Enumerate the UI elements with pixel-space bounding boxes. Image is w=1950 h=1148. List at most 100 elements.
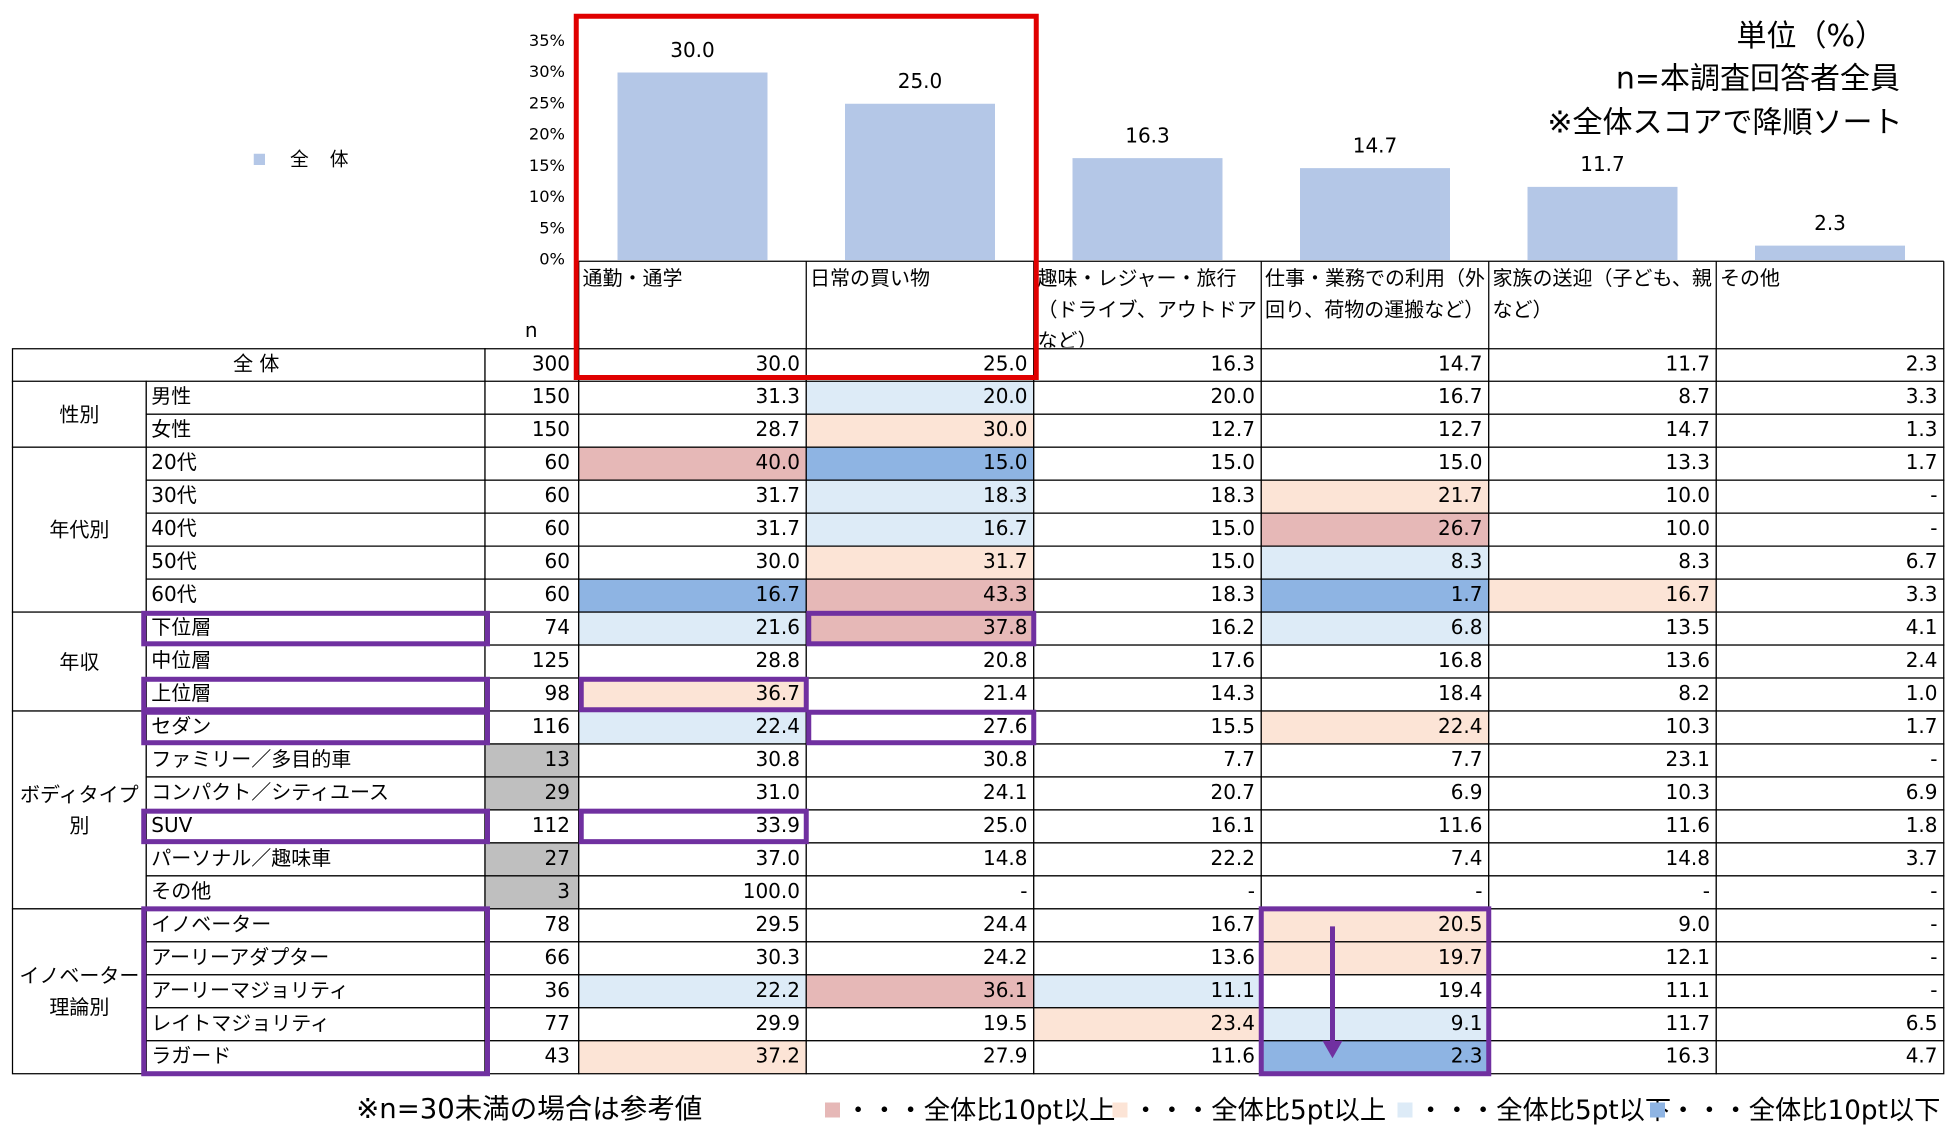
row-label: 50代 <box>151 549 196 573</box>
cell-bg <box>1033 644 1262 679</box>
cell-value: 11.7 <box>1665 1011 1710 1035</box>
n-value: 60 <box>545 516 570 540</box>
cell-value: 8.3 <box>1678 549 1710 573</box>
cell-value: 15.0 <box>1210 549 1255 573</box>
cell-bg <box>1488 348 1717 383</box>
y-tick-label: 15% <box>529 156 565 175</box>
cell-bg <box>1715 479 1945 514</box>
cell-bg <box>1260 611 1490 646</box>
cell-bg <box>578 479 807 514</box>
cell-value: 1.7 <box>1451 582 1483 606</box>
cell-bg <box>145 611 486 646</box>
cell-bg <box>578 1040 807 1075</box>
cell-value: 6.9 <box>1906 780 1938 804</box>
n-value: 3 <box>557 879 570 903</box>
cell-value: 43.3 <box>983 582 1028 606</box>
cell-value: 36.7 <box>755 681 800 705</box>
cell-value: 12.7 <box>1438 417 1483 441</box>
cell-value: 29.5 <box>755 912 800 936</box>
cell-value: 16.3 <box>1210 352 1255 376</box>
sort-note: ※全体スコアで降順ソート <box>1547 105 1902 140</box>
group-label: ボディタイプ別 <box>20 782 139 838</box>
cell-bg <box>145 578 486 613</box>
legend-label: ・・・全体比10pt以下 <box>1670 1096 1940 1126</box>
bar <box>845 103 995 260</box>
row-label: SUV <box>151 813 192 837</box>
cell-bg <box>1488 776 1717 811</box>
cell-bg <box>578 743 807 778</box>
cell-value: - <box>1475 879 1482 903</box>
row-label: 男性 <box>151 384 191 408</box>
n-value: 27 <box>545 846 570 870</box>
group-label-box: 性別 <box>59 402 100 427</box>
highlight-box <box>141 906 491 1077</box>
cell-bg <box>145 446 486 481</box>
highlight-box <box>578 808 809 845</box>
cell-bg <box>11 348 486 383</box>
cell-bg <box>805 512 1035 547</box>
cell-value: 28.7 <box>755 417 800 441</box>
cell-bg <box>1715 743 1945 778</box>
cell-bg <box>1033 776 1262 811</box>
y-tick-label: 0% <box>539 250 565 269</box>
cell-value: 36.1 <box>983 978 1028 1002</box>
cell-bg <box>1488 908 1717 943</box>
legend-swatch <box>825 1102 840 1118</box>
cell-value: 25.0 <box>983 813 1028 837</box>
group-label-box: イノベーター理論別 <box>19 964 139 1019</box>
highlight-box <box>141 808 491 845</box>
cell-bg <box>1033 545 1262 580</box>
cell-value: 18.3 <box>1210 483 1255 507</box>
cell-bg <box>805 578 1035 613</box>
cell-bg <box>578 446 807 481</box>
cell-bg <box>1033 875 1262 910</box>
cell-bg <box>484 677 580 712</box>
cell-bg <box>1260 545 1490 580</box>
bar <box>1072 158 1223 260</box>
cell-value: 30.0 <box>983 417 1028 441</box>
cell-bg <box>145 413 486 448</box>
cell-value: 11.7 <box>1665 352 1710 376</box>
cell-bg <box>1260 446 1490 481</box>
cell-value: 14.8 <box>1665 846 1710 870</box>
cell-value: 23.4 <box>1210 1011 1255 1035</box>
cell-bg <box>805 545 1035 580</box>
cell-value: 11.6 <box>1438 813 1483 837</box>
cell-value: 18.3 <box>983 483 1028 507</box>
cell-bg <box>805 875 1035 910</box>
cell-bg <box>1260 644 1490 679</box>
group-label-box: 年代別 <box>49 518 109 542</box>
cell-value: 26.7 <box>1438 516 1483 540</box>
cell-value: 25.0 <box>983 352 1028 376</box>
column-header: 日常の買い物 <box>810 266 931 290</box>
column-header-box: 仕事・業務での利用（外回り、荷物の運搬など） <box>1265 266 1485 321</box>
cell-value: 16.7 <box>983 516 1028 540</box>
cell-bg <box>1260 677 1490 712</box>
legend-label: 全 体 <box>290 149 356 171</box>
cell-bg <box>1715 644 1945 679</box>
cell-value: 18.4 <box>1438 681 1483 705</box>
cell-bg <box>484 578 580 613</box>
cell-value: 1.7 <box>1906 714 1938 738</box>
cell-value: 22.4 <box>755 714 800 738</box>
y-tick-label: 20% <box>529 125 565 144</box>
cell-value: - <box>1020 879 1027 903</box>
cell-bg <box>1715 413 1945 448</box>
value-label: 16.3 <box>1125 123 1170 147</box>
cell-bg <box>1260 1040 1490 1075</box>
cell-value: 100.0 <box>743 879 800 903</box>
group-label-box: ボディタイプ別 <box>20 782 139 838</box>
cell-bg <box>578 413 807 448</box>
cell-bg <box>1260 578 1490 613</box>
n-value: 60 <box>545 483 570 507</box>
cell-bg <box>145 710 486 745</box>
cell-value: 22.4 <box>1438 714 1483 738</box>
cell-value: 3.3 <box>1906 582 1938 606</box>
row-label: 60代 <box>151 582 196 606</box>
cell-bg <box>1715 710 1945 745</box>
cell-bg <box>145 743 486 778</box>
cell-value: 16.7 <box>1438 384 1483 408</box>
cell-value: 24.4 <box>983 912 1028 936</box>
n-value: 112 <box>532 813 570 837</box>
group-label: 性別 <box>59 402 100 427</box>
